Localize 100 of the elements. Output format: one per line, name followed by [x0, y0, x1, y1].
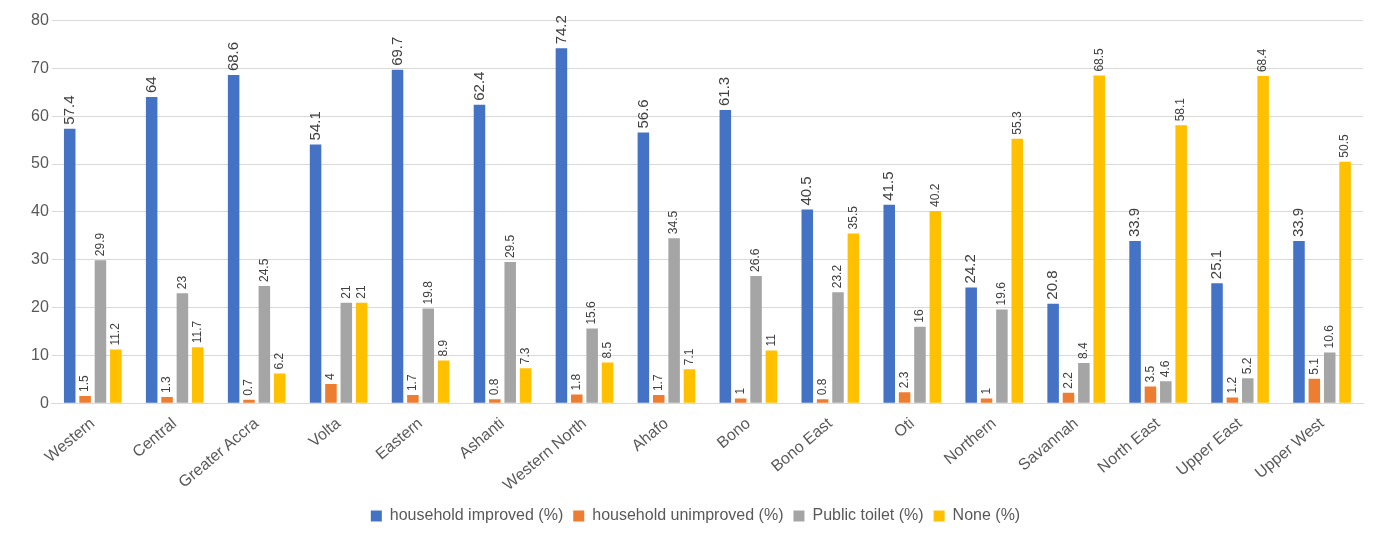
- bar: [555, 48, 568, 403]
- data-label: 20.8: [1043, 270, 1061, 300]
- data-label: 1.8: [569, 373, 584, 391]
- bar: [637, 132, 650, 403]
- bar: [571, 394, 583, 403]
- data-label: 15.6: [584, 300, 599, 325]
- bar: [965, 287, 977, 403]
- data-label: 68.4: [1255, 48, 1270, 73]
- y-tick-label: 30: [31, 250, 49, 268]
- bar: [309, 144, 322, 403]
- data-label: 34.5: [666, 210, 681, 235]
- bar: [227, 75, 240, 403]
- bar: [1339, 161, 1351, 403]
- x-tick-label: Oti: [890, 414, 918, 441]
- bar: [79, 396, 91, 403]
- data-label: 8.9: [435, 339, 450, 357]
- data-label: 62.4: [469, 71, 487, 101]
- bar: [63, 128, 76, 403]
- legend-label: Public toilet (%): [812, 506, 924, 524]
- bar: [1160, 381, 1172, 403]
- bar: [980, 398, 993, 403]
- bar: [273, 373, 286, 403]
- data-label: 8.5: [599, 341, 614, 359]
- data-label: 6.2: [272, 352, 287, 370]
- bar: [1144, 386, 1157, 403]
- data-label: 26.6: [748, 248, 763, 272]
- bar: [1241, 378, 1254, 403]
- data-label: 0.7: [241, 378, 256, 396]
- data-label: 68.5: [1091, 47, 1106, 72]
- data-label: 1.5: [77, 375, 92, 393]
- legend-label: household improved (%): [389, 506, 564, 524]
- data-label: 40.5: [797, 176, 815, 206]
- data-label: 1.3: [159, 375, 174, 393]
- bar: [847, 233, 860, 403]
- data-label: 11.7: [190, 320, 205, 344]
- bar: [94, 260, 107, 403]
- y-tick-label: 80: [31, 11, 49, 29]
- bar: [1093, 75, 1105, 403]
- bar: [325, 384, 337, 403]
- legend-label: None (%): [952, 506, 1021, 524]
- bar: [161, 396, 173, 403]
- bar: [504, 262, 516, 403]
- bar: [1062, 392, 1075, 403]
- data-label: 24.5: [256, 258, 271, 283]
- data-label: 7.3: [517, 347, 532, 365]
- y-tick-label: 0: [39, 393, 49, 411]
- data-label: 16: [912, 308, 927, 323]
- bar: [996, 309, 1008, 403]
- data-label: 74.2: [551, 15, 569, 45]
- data-label: 1.7: [651, 374, 666, 392]
- bar: [601, 362, 614, 403]
- data-label: 19.6: [994, 281, 1009, 306]
- bar: [1011, 138, 1024, 403]
- bar: [683, 369, 696, 403]
- bar: [519, 368, 532, 403]
- bar: [586, 328, 598, 403]
- bar: [489, 399, 501, 403]
- bar: [110, 349, 122, 403]
- data-label: 19.8: [420, 280, 435, 305]
- bar: [1226, 397, 1239, 403]
- bar: [1211, 283, 1223, 403]
- data-label: 23.2: [830, 264, 845, 289]
- data-label: 68.6: [223, 41, 241, 72]
- data-label: 35.5: [845, 205, 860, 230]
- bar: [340, 302, 353, 403]
- data-label: 33.9: [1289, 207, 1307, 238]
- data-label: 29.5: [502, 234, 517, 259]
- data-label: 4.6: [1158, 360, 1173, 378]
- bar: [258, 286, 271, 403]
- data-label: 57.4: [59, 95, 77, 125]
- bar: [422, 308, 435, 403]
- bar: [473, 104, 486, 403]
- x-tick-label: Volta: [305, 414, 344, 451]
- bar: [734, 398, 747, 403]
- data-label: 29.9: [92, 232, 107, 257]
- y-tick-label: 50: [31, 154, 49, 172]
- data-label: 5.1: [1306, 357, 1321, 375]
- y-tick-label: 10: [31, 345, 49, 363]
- data-label: 25.1: [1207, 249, 1225, 280]
- data-label: 3.5: [1142, 365, 1157, 383]
- bar: [719, 110, 732, 403]
- bar: [914, 326, 926, 403]
- bar: [1175, 125, 1187, 403]
- data-label: 11: [763, 333, 778, 347]
- bar: [1078, 363, 1090, 403]
- bar: [883, 204, 895, 403]
- data-label: 11.2: [108, 322, 123, 346]
- data-label: 64: [141, 76, 159, 94]
- bar: [898, 392, 911, 403]
- y-tick-label: 20: [31, 297, 49, 315]
- data-label: 5.2: [1240, 357, 1255, 375]
- data-label: 23: [174, 275, 189, 290]
- bar: [750, 275, 762, 403]
- data-label: 8.4: [1076, 342, 1091, 360]
- data-label: 54.1: [305, 111, 323, 141]
- data-label: 0.8: [814, 378, 829, 396]
- bar: [1323, 352, 1336, 403]
- bar: [437, 360, 450, 403]
- bar: [652, 395, 665, 403]
- data-label: 40.2: [927, 183, 942, 207]
